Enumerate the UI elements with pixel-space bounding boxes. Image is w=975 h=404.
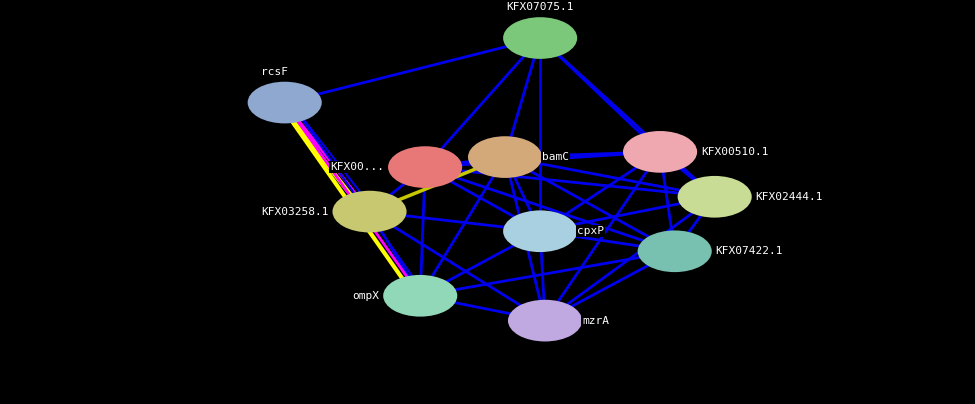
Text: mzrA: mzrA (582, 316, 609, 326)
Ellipse shape (678, 176, 752, 218)
Ellipse shape (508, 300, 582, 341)
Ellipse shape (332, 191, 407, 232)
Ellipse shape (468, 136, 542, 178)
Ellipse shape (638, 230, 712, 272)
Text: cpxP: cpxP (577, 226, 604, 236)
Ellipse shape (248, 82, 322, 123)
Ellipse shape (383, 275, 457, 317)
Ellipse shape (503, 17, 577, 59)
Text: KFX00...: KFX00... (331, 162, 384, 172)
Text: KFX03258.1: KFX03258.1 (261, 206, 329, 217)
Text: bamC: bamC (542, 152, 569, 162)
Text: KFX07422.1: KFX07422.1 (716, 246, 783, 256)
Text: KFX00510.1: KFX00510.1 (701, 147, 768, 157)
Ellipse shape (388, 146, 462, 188)
Text: KFX07075.1: KFX07075.1 (506, 2, 574, 12)
Text: rcsF: rcsF (261, 67, 289, 76)
Ellipse shape (623, 131, 697, 173)
Text: ompX: ompX (352, 291, 379, 301)
Ellipse shape (503, 210, 577, 252)
Text: KFX02444.1: KFX02444.1 (756, 192, 823, 202)
